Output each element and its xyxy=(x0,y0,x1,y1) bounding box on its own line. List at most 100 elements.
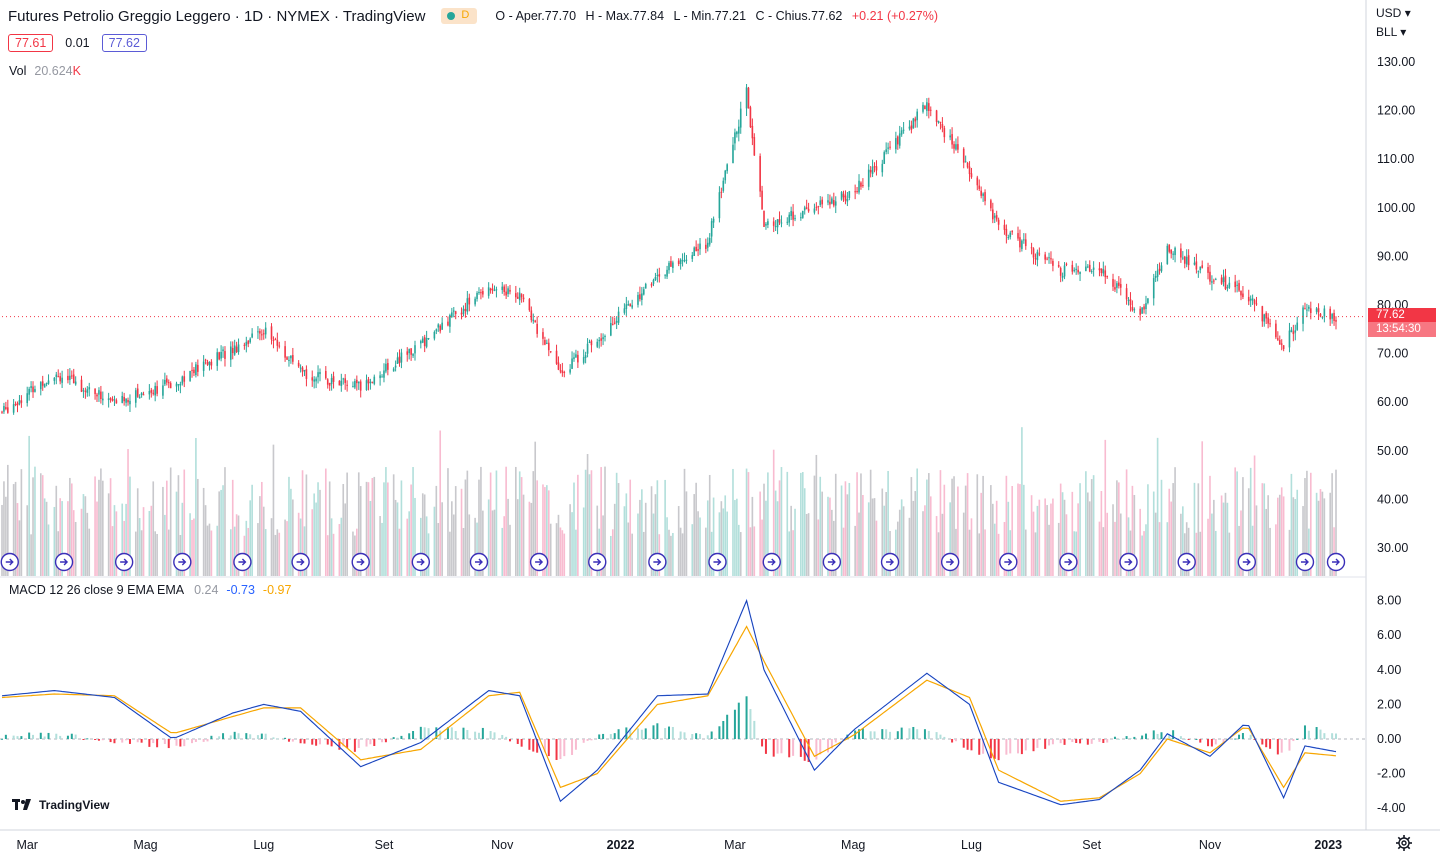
candle-body xyxy=(563,371,566,373)
macd-histogram-bar xyxy=(218,736,221,739)
tradingview-logo[interactable]: TradingView xyxy=(12,798,109,812)
candle-body xyxy=(324,371,327,379)
candle-body xyxy=(968,166,971,175)
volume-bar xyxy=(1180,513,1182,576)
macd-histogram-bar xyxy=(532,739,535,752)
macd-histogram-bar xyxy=(555,739,558,760)
volume-bar xyxy=(1127,517,1130,576)
candle-body xyxy=(1005,228,1008,236)
candle-body xyxy=(439,325,442,332)
candle-body xyxy=(598,339,601,342)
candle-body xyxy=(1195,261,1198,270)
candle-body xyxy=(900,130,903,135)
volume-bar xyxy=(1236,471,1238,576)
candle-body xyxy=(800,217,802,219)
symbol-title[interactable]: Futures Petrolio Greggio Leggero · 1D · … xyxy=(8,7,426,25)
volume-bar xyxy=(1197,483,1200,576)
volume-bar xyxy=(474,517,476,576)
candle-body xyxy=(1112,278,1114,287)
candle-body xyxy=(1098,268,1101,271)
currency-selector[interactable]: USD ▾ xyxy=(1376,6,1411,20)
settings-gear-icon[interactable] xyxy=(1395,834,1413,852)
volume-bar xyxy=(70,483,73,576)
candle-body xyxy=(1211,281,1213,283)
arrow-right-icon xyxy=(356,558,365,566)
bid-price-button[interactable]: 77.61 xyxy=(8,34,54,52)
last-price-tag: 77.62 xyxy=(1368,308,1436,323)
volume-bar xyxy=(641,489,643,576)
macd-histogram-bar xyxy=(571,739,574,755)
candle-body xyxy=(134,390,137,403)
volume-bar xyxy=(858,512,860,576)
volume-bar xyxy=(776,501,779,576)
volume-bar xyxy=(505,466,507,576)
volume-bar xyxy=(138,518,141,576)
volume-bar xyxy=(1317,500,1320,576)
candle-body xyxy=(491,288,494,291)
candle-body xyxy=(1129,299,1132,306)
volume-bar xyxy=(801,472,804,576)
candle-body xyxy=(561,370,564,374)
volume-bar xyxy=(832,520,835,576)
volume-bar xyxy=(162,486,164,576)
volume-bar xyxy=(1034,532,1037,576)
candle-body xyxy=(953,144,955,149)
volume-bar xyxy=(1011,485,1014,576)
unit-selector[interactable]: BLL ▾ xyxy=(1376,25,1406,39)
candle-body xyxy=(1214,279,1217,281)
volume-bar xyxy=(955,528,957,576)
candle-body xyxy=(794,218,796,220)
market-status-badge[interactable]: D xyxy=(441,8,478,24)
volume-bar xyxy=(136,488,139,576)
candle-body xyxy=(235,346,238,353)
candle-body xyxy=(1269,323,1271,325)
volume-bar xyxy=(305,474,308,576)
volume-bar xyxy=(1030,495,1033,576)
volume-bar xyxy=(666,517,668,576)
volume-bar xyxy=(1234,467,1236,576)
macd-histogram-bar xyxy=(1125,736,1128,739)
candle-body xyxy=(115,400,118,404)
macd-legend[interactable]: MACD 12 26 close 9 EMA EMA 0.24 -0.73 -0.97 xyxy=(9,583,291,597)
volume-bar xyxy=(869,469,872,576)
volume-bar xyxy=(846,494,849,576)
volume-bar xyxy=(1158,522,1161,576)
candle-body xyxy=(1308,306,1310,309)
volume-bar xyxy=(939,470,942,576)
macd-histogram-bar xyxy=(1044,739,1047,749)
macd-histogram-bar xyxy=(563,739,566,757)
candle-body xyxy=(1238,283,1240,291)
candle-body xyxy=(237,344,240,353)
volume-bar xyxy=(788,531,791,576)
volume-bar xyxy=(406,518,409,576)
price-tick-label: 90.00 xyxy=(1377,249,1408,263)
candle-body xyxy=(342,378,345,380)
volume-bar xyxy=(1228,532,1231,576)
volume-bar xyxy=(315,502,317,576)
macd-histogram-bar xyxy=(194,739,197,742)
volume-bar xyxy=(1220,495,1223,576)
candle-body xyxy=(712,218,715,223)
macd-histogram-bar xyxy=(1315,727,1318,739)
candle-body xyxy=(1141,307,1143,314)
volume-bar xyxy=(286,521,288,576)
volume-bar xyxy=(3,481,5,576)
volume-legend[interactable]: Vol 20.624K xyxy=(9,64,81,78)
volume-bar xyxy=(590,470,593,576)
candle-body xyxy=(340,380,343,386)
volume-bar xyxy=(261,481,263,576)
ask-price-button[interactable]: 77.62 xyxy=(101,34,147,52)
volume-bar xyxy=(699,517,701,576)
price-tick-label: 130.00 xyxy=(1377,55,1415,69)
candle-body xyxy=(1213,280,1215,282)
candle-body xyxy=(210,361,213,366)
volume-bar xyxy=(387,482,389,576)
volume-bar xyxy=(1222,502,1225,576)
volume-bar xyxy=(644,502,647,576)
macd-histogram-bar xyxy=(481,727,484,739)
macd-histogram-bar xyxy=(509,739,512,742)
arrow-right-icon xyxy=(713,558,722,566)
volume-bar xyxy=(249,500,251,576)
volume-bar xyxy=(16,503,19,576)
